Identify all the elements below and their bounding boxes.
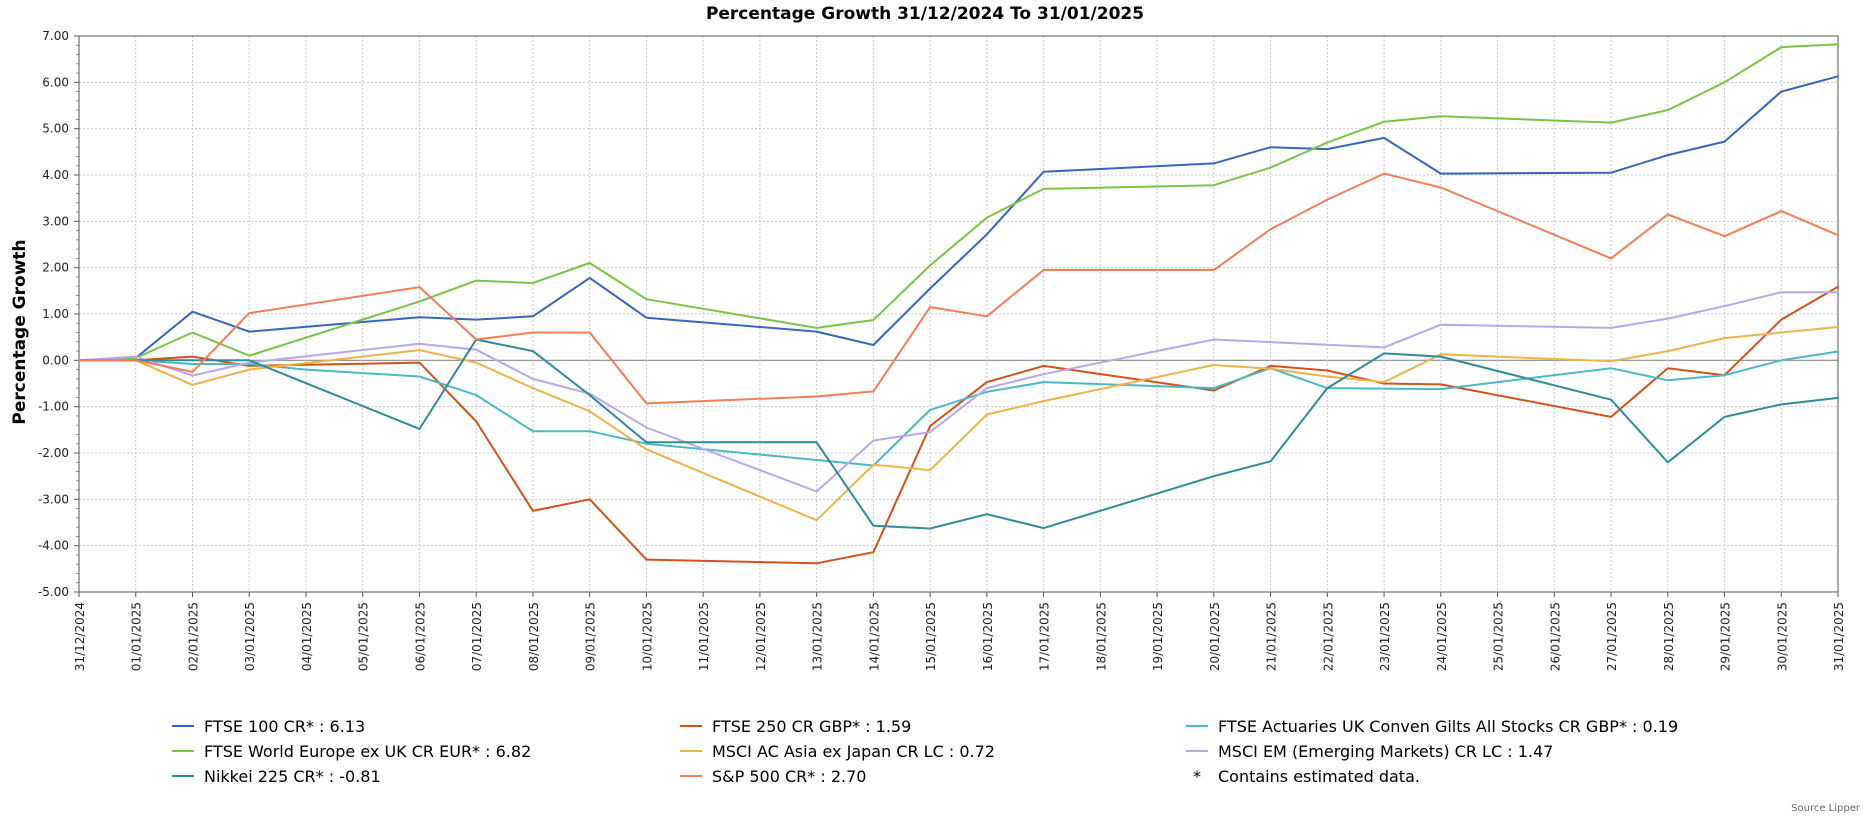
series-line — [78, 172, 1839, 405]
x-tick-label: 23/01/2025 — [1378, 602, 1392, 671]
x-tick-label: 10/01/2025 — [640, 602, 654, 671]
legend-item-ftse-gilts: FTSE Actuaries UK Conven Gilts All Stock… — [1186, 716, 1678, 736]
x-tick-label: 02/01/2025 — [186, 602, 200, 671]
y-tick-label: 1.00 — [42, 307, 69, 321]
x-tick-label: 31/12/2024 — [73, 602, 87, 671]
x-tick-label: 06/01/2025 — [413, 602, 427, 671]
x-tick-label: 18/01/2025 — [1094, 602, 1108, 671]
x-tick-label: 05/01/2025 — [357, 602, 371, 671]
y-tick-label: -4.00 — [38, 539, 69, 553]
x-tick-label: 20/01/2025 — [1208, 602, 1222, 671]
y-tick-label: 4.00 — [42, 168, 69, 182]
x-tick-label: 21/01/2025 — [1265, 602, 1279, 671]
gridlines — [78, 35, 1839, 593]
legend-item-ftse-250: FTSE 250 CR GBP* : 1.59 — [680, 716, 911, 736]
x-tick-label: 13/01/2025 — [811, 602, 825, 671]
x-tick-label: 22/01/2025 — [1321, 602, 1335, 671]
x-tick-label: 08/01/2025 — [527, 602, 541, 671]
y-tick-label: 5.00 — [42, 122, 69, 136]
x-tick-label: 09/01/2025 — [584, 602, 598, 671]
x-tick-label: 27/01/2025 — [1605, 602, 1619, 671]
series-line — [78, 75, 1839, 362]
legend-swatch — [172, 775, 194, 777]
legend-label: MSCI EM (Emerging Markets) CR LC : 1.47 — [1218, 741, 1554, 761]
legend-label: FTSE World Europe ex UK CR EUR* : 6.82 — [204, 741, 532, 761]
x-tick-label: 16/01/2025 — [981, 602, 995, 671]
x-tick-label: 12/01/2025 — [754, 602, 768, 671]
x-tick-label: 07/01/2025 — [470, 602, 484, 671]
legend-item-msci-ac-asia: MSCI AC Asia ex Japan CR LC : 0.72 — [680, 741, 995, 761]
chart-title: Percentage Growth 31/12/2024 To 31/01/20… — [706, 4, 1144, 24]
series-line — [78, 291, 1839, 493]
legend-label: MSCI AC Asia ex Japan CR LC : 0.72 — [712, 741, 995, 761]
legend-item-ftse-100: FTSE 100 CR* : 6.13 — [172, 716, 365, 736]
y-tick-label: 7.00 — [42, 29, 69, 43]
legend-item-ftse-world-europe: FTSE World Europe ex UK CR EUR* : 6.82 — [172, 741, 531, 761]
series-line — [78, 350, 1839, 467]
y-tick-label: -2.00 — [38, 446, 69, 460]
x-tick-label: 28/01/2025 — [1662, 602, 1676, 671]
series-line — [78, 338, 1839, 530]
series-line — [78, 43, 1839, 362]
x-tick-label: 01/01/2025 — [130, 602, 144, 671]
x-tick-label: 31/01/2025 — [1832, 602, 1846, 671]
x-tick-label: 19/01/2025 — [1151, 602, 1165, 671]
legend-swatch — [680, 725, 702, 727]
x-tick-label: 04/01/2025 — [300, 602, 314, 671]
legend-swatch — [1186, 750, 1208, 752]
y-axis-label: Percentage Growth — [10, 239, 30, 424]
legend-label: Nikkei 225 CR* : -0.81 — [204, 766, 381, 786]
y-tick-label: 6.00 — [42, 75, 69, 89]
legend: FTSE 100 CR* : 6.13 FTSE 250 CR GBP* : 1… — [172, 716, 1772, 796]
legend-label: FTSE Actuaries UK Conven Gilts All Stock… — [1218, 716, 1679, 736]
x-tick-label: 29/01/2025 — [1719, 602, 1733, 671]
legend-note-text: Contains estimated data. — [1218, 766, 1420, 786]
x-tick-label: 17/01/2025 — [1038, 602, 1052, 671]
legend-swatch — [172, 750, 194, 752]
legend-label: FTSE 250 CR GBP* : 1.59 — [712, 716, 912, 736]
x-tick-label: 30/01/2025 — [1775, 602, 1789, 671]
legend-swatch — [680, 750, 702, 752]
x-tick-label: 15/01/2025 — [924, 602, 938, 671]
x-tick-label: 25/01/2025 — [1492, 602, 1506, 671]
legend-swatch — [172, 725, 194, 727]
y-tick-label: -3.00 — [38, 492, 69, 506]
y-tick-labels: 7.00 6.00 5.00 4.00 3.00 2.00 1.00 0.00 -1.00 -2.… — [38, 29, 69, 599]
legend-label: FTSE 100 CR* : 6.13 — [204, 716, 366, 736]
x-tick-label: 26/01/2025 — [1548, 602, 1562, 671]
legend-swatch — [1186, 725, 1208, 727]
source-credit: Source Lipper — [1791, 803, 1860, 814]
y-tick-label: 3.00 — [42, 214, 69, 228]
axes — [74, 35, 1839, 597]
legend-note: * Contains estimated data. — [1186, 766, 1420, 786]
y-tick-label: 2.00 — [42, 261, 69, 275]
legend-item-nikkei-225: Nikkei 225 CR* : -0.81 — [172, 766, 381, 786]
y-tick-label: -5.00 — [38, 585, 69, 599]
series-line — [78, 326, 1839, 522]
x-tick-labels: 31/12/2024 01/01/2025 02/01/2025 03/01/2025… — [73, 602, 1846, 671]
legend-item-msci-em: MSCI EM (Emerging Markets) CR LC : 1.47 — [1186, 741, 1553, 761]
x-tick-label: 11/01/2025 — [697, 602, 711, 671]
y-tick-label: 0.00 — [42, 353, 69, 367]
x-tick-label: 03/01/2025 — [243, 602, 257, 671]
x-tick-label: 24/01/2025 — [1435, 602, 1449, 671]
plot-frame — [78, 35, 1839, 593]
legend-note-star: * — [1193, 766, 1201, 786]
legend-item-sp-500: S&P 500 CR* : 2.70 — [680, 766, 866, 786]
x-tick-label: 14/01/2025 — [867, 602, 881, 671]
legend-label: S&P 500 CR* : 2.70 — [712, 766, 867, 786]
legend-swatch — [680, 775, 702, 777]
series-lines — [78, 43, 1839, 565]
y-tick-label: -1.00 — [38, 400, 69, 414]
